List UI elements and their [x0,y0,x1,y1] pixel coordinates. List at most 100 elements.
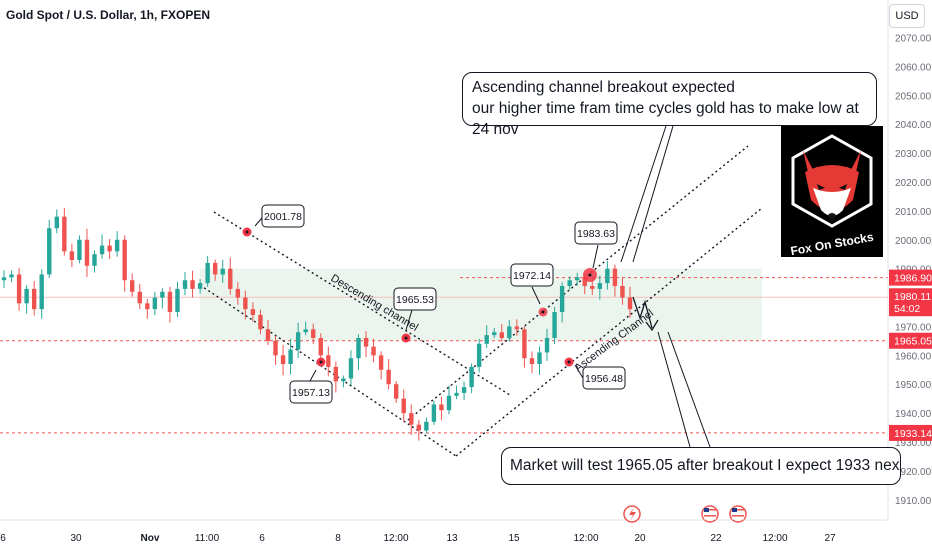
candle-body [469,366,474,388]
candle-body [575,277,580,281]
candle-body [348,358,354,379]
descending-channel-bottom [199,284,457,457]
swing-label-text: 1956.48 [585,373,623,385]
candle-body [16,274,22,304]
candle-body [205,262,210,284]
candle-body [378,355,384,370]
price-label-box [889,288,932,317]
lightning-icon [623,505,641,523]
price-tick-label: 1930.00 [895,438,932,449]
price-tick-label: 2060.00 [895,62,932,73]
price-tick-label: 2000.00 [895,236,932,247]
swing-label-text: 2001.78 [264,211,302,223]
candle-body [160,291,165,298]
candle-body [39,274,44,310]
candle-body [137,291,142,304]
candle-body [114,239,120,252]
candle-body [99,245,105,255]
currency-button[interactable]: USD [889,4,925,28]
swing-label-box [582,366,626,390]
time-tick-label: Nov [141,533,160,544]
candle-body [522,329,527,359]
candle-body [69,251,75,260]
price-label-box [889,424,932,441]
swing-label-box [393,287,437,311]
candle-body [24,288,29,304]
candle-body [175,288,180,312]
candle-body [9,274,14,278]
price-tick-label: 2050.00 [895,91,932,102]
price-label-text: 1986.90 [894,273,932,285]
us-flag-icon-stripe [732,518,744,520]
candle-body [529,358,535,364]
candle-body [318,338,323,356]
time-tick-label: 13 [446,533,458,544]
bottom-callout-pointer [657,331,691,448]
candle-body [597,283,603,289]
candle-body [507,326,512,338]
price-tick-label: 2010.00 [895,207,932,218]
candle-body [250,309,256,315]
us-flag-icon-stripe [704,512,716,514]
price-label-text: 1980.11 [894,291,931,303]
time-tick-label: 6 [259,533,265,544]
time-tick-label: 27 [824,533,836,544]
time-tick-label: 6 [0,533,6,544]
candle-body [612,268,618,286]
swing-label-stem [592,244,599,269]
price-tick-label: 1910.00 [895,496,932,507]
projection-arrow [632,296,653,329]
price-tick-label: 1970.00 [895,322,932,333]
candle-body [31,288,37,310]
support-resistance-zone [200,268,762,341]
candle-body [559,286,565,312]
callout-line-2: our higher time fram time cycles gold ha… [472,100,859,138]
candle-body [54,216,59,229]
candle-body [552,312,557,338]
candle-body [431,404,437,422]
target-callout[interactable]: Market will test 1965.05 after breakout … [501,447,901,485]
candle-body [280,355,286,364]
swing-label-text: 1957.13 [292,387,330,399]
swing-marker-dot [567,360,571,364]
time-tick-label: 20 [634,533,646,544]
swing-label-box [289,380,333,404]
swing-label-stem [309,369,317,382]
candle-body [212,262,218,275]
candle-body [84,239,90,266]
us-flag-icon-stripe [704,509,716,511]
candle-body [424,421,429,431]
ascending-channel-bottom [455,207,763,457]
swing-marker-dot [404,336,408,340]
logo-text: Fox On Stocks [789,230,874,257]
candle-body [514,326,520,330]
candle-body [258,314,263,330]
price-label-box [889,269,932,286]
swing-marker-dot [319,360,323,364]
price-tick-label: 1940.00 [895,409,932,420]
candle-body [476,343,482,367]
candle-body [265,329,271,341]
annotation-overlay: 2001.78 1957.13 1965.53 1972.14 1983.63 1956.… [242,125,711,448]
candle-body [107,245,112,252]
candle-body [145,303,150,310]
time-tick-label: 30 [70,533,82,544]
callout-line-1: Ascending channel breakout expected [472,79,735,96]
candle-body [220,268,225,275]
time-tick-label: 11:00 [195,533,220,544]
price-tick-label: 2030.00 [895,149,932,160]
top-callout-pointer [632,125,674,263]
swing-label-text: 1972.14 [513,270,551,282]
projection-arrowhead [645,319,659,332]
price-tick-label: 2070.00 [895,34,932,45]
breakout-callout[interactable]: Ascending channel breakout expected our … [462,72,877,138]
us-flag-icon [701,505,719,523]
us-flag-icon-stripe [732,512,744,514]
us-flag-icon-stripe [732,515,744,517]
price-tick-label: 1950.00 [895,380,932,391]
swing-label-text: 1983.63 [577,228,615,240]
us-flag-icon-stripe [732,509,744,511]
candle-body [461,387,467,393]
us-flag-icon-canton [704,508,709,512]
